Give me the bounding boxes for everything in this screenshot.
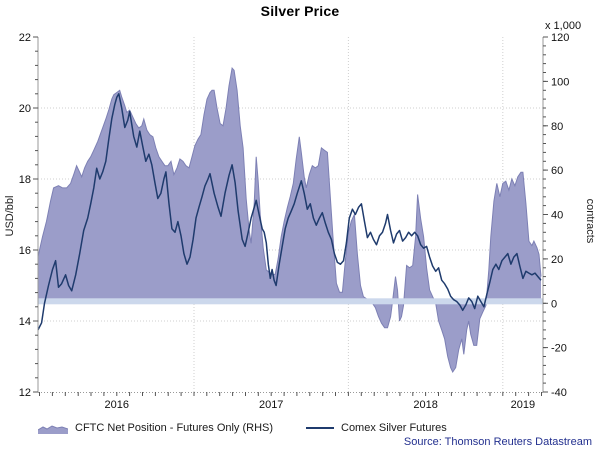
svg-text:2016: 2016 bbox=[105, 399, 129, 411]
svg-text:40: 40 bbox=[551, 210, 563, 222]
legend-entry-cftc: CFTC Net Position - Futures Only (RHS) bbox=[38, 422, 273, 434]
source-attribution: Source: Thomson Reuters Datastream bbox=[403, 436, 592, 448]
svg-text:2017: 2017 bbox=[259, 399, 283, 411]
svg-text:18: 18 bbox=[19, 174, 31, 186]
area-series-swatch-icon bbox=[38, 425, 68, 434]
svg-text:60: 60 bbox=[551, 165, 563, 177]
chart-title: Silver Price bbox=[260, 3, 340, 19]
svg-text:100: 100 bbox=[551, 76, 569, 88]
svg-text:80: 80 bbox=[551, 121, 563, 133]
legend-label-cftc: CFTC Net Position - Futures Only (RHS) bbox=[75, 422, 274, 434]
line-series-swatch-icon bbox=[306, 427, 334, 429]
svg-text:14: 14 bbox=[19, 316, 31, 328]
svg-text:20: 20 bbox=[19, 103, 31, 115]
svg-text:2018: 2018 bbox=[413, 399, 437, 411]
legend-label-comex: Comex Silver Futures bbox=[341, 422, 447, 434]
svg-text:16: 16 bbox=[19, 245, 31, 257]
svg-text:120: 120 bbox=[551, 32, 569, 44]
svg-text:-20: -20 bbox=[551, 343, 567, 355]
left-axis-title: USD/bbl bbox=[4, 195, 16, 237]
svg-text:-40: -40 bbox=[551, 387, 567, 399]
svg-text:20: 20 bbox=[551, 254, 563, 266]
svg-text:12: 12 bbox=[19, 387, 31, 399]
svg-text:2019: 2019 bbox=[511, 399, 535, 411]
right-axis-title: contracts bbox=[584, 198, 596, 244]
legend-entry-comex: Comex Silver Futures bbox=[306, 422, 447, 434]
svg-text:0: 0 bbox=[551, 298, 557, 310]
svg-text:22: 22 bbox=[19, 32, 31, 44]
right-axis-scale-note: x 1,000 bbox=[545, 20, 582, 32]
